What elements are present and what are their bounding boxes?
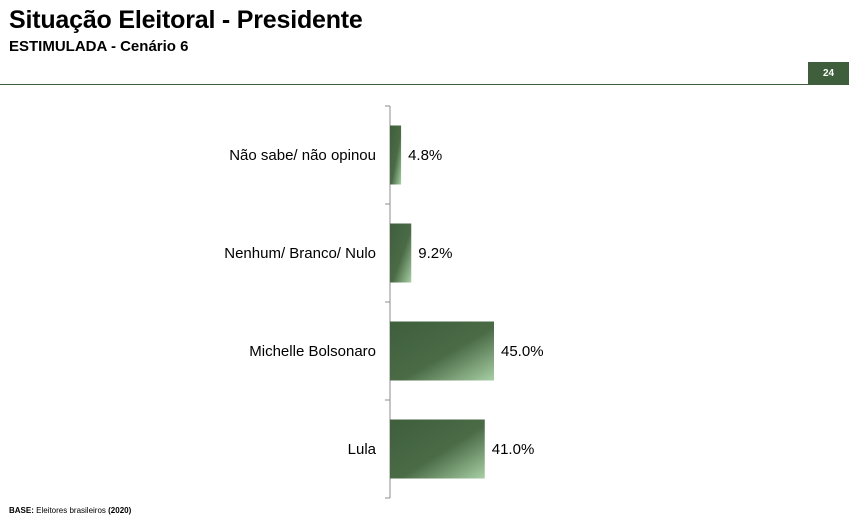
bar xyxy=(390,321,494,381)
page-number-badge: 24 xyxy=(808,62,849,85)
value-label: 41.0% xyxy=(492,441,535,458)
bar xyxy=(390,419,485,479)
category-label: Nenhum/ Branco/ Nulo xyxy=(224,245,376,262)
bar xyxy=(390,125,402,185)
value-label: 45.0% xyxy=(501,343,544,360)
footer-base-note: BASE: Eleitores brasileiros (2020) xyxy=(9,506,131,515)
footer-base-year: (2020) xyxy=(108,506,132,515)
chart-axis xyxy=(385,105,391,499)
chart-bars: Não sabe/ não opinou 4.8% Nenhum/ Branco/ … xyxy=(224,125,544,479)
footer-base-text: Eleitores brasileiros xyxy=(33,506,109,515)
value-label: 4.8% xyxy=(408,147,442,164)
value-label: 9.2% xyxy=(418,245,452,262)
footer-base-label: BASE: xyxy=(9,506,34,515)
header-divider xyxy=(0,84,849,85)
page-subtitle: ESTIMULADA - Cenário 6 xyxy=(9,38,189,55)
category-label: Lula xyxy=(348,441,377,458)
category-label: Michelle Bolsonaro xyxy=(249,343,376,360)
bar xyxy=(390,223,412,283)
page-title: Situação Eleitoral - Presidente xyxy=(9,6,363,34)
category-label: Não sabe/ não opinou xyxy=(229,147,376,164)
